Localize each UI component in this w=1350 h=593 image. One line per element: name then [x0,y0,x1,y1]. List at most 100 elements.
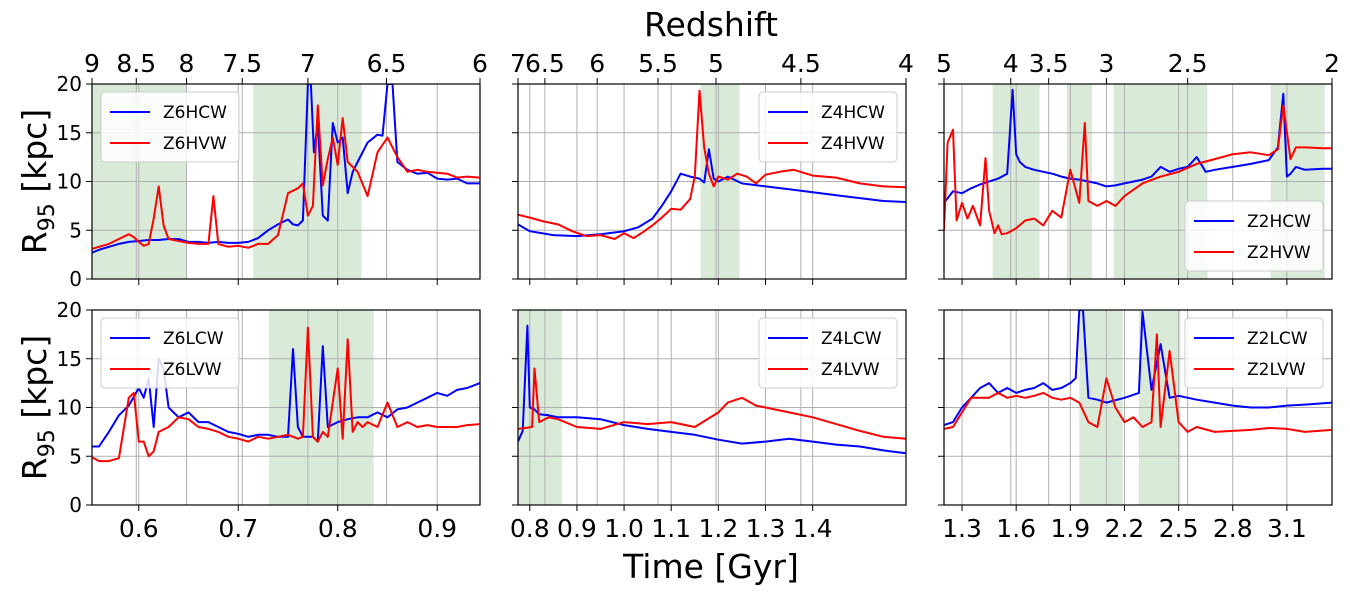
panel-plot-area [944,310,1332,505]
x-tick-label: 0.8 [510,514,550,543]
x-tick-label: 1.4 [793,514,833,543]
y-tick-label: 20 [57,298,82,322]
legend-label: Z6HVW [163,134,227,154]
legend-label: Z6LVW [163,360,222,380]
legend-label: Z4HCW [821,103,885,123]
y-tick-label: 10 [57,170,82,194]
legend-label: Z4LVW [821,360,880,380]
panel-0-0: 0 5 10 15 209 8.5 8 7.5 7 6.5 6 R95 [kpc] Z6HCW Z6HVW [15,49,488,291]
y-tick-label: 5 [69,218,82,242]
redshift-tick-label: 3.5 [1029,49,1069,78]
legend-label: Z2HCW [1247,212,1311,232]
y-axis-title-unit: [kpc] [15,109,54,203]
legend: Z4HCW Z4HVW [758,91,898,163]
panel-1-0: 0 5 10 15 20 0.6 0.7 0.8 0.9 R95 [kpc] Z6LCW Z6LVW [15,298,481,543]
redshift-tick-label: 2 [1324,49,1340,78]
legend: Z6LCW Z6LVW [100,317,240,389]
series-line-z6lcw [92,345,480,448]
redshift-tick-label: 8 [179,49,195,78]
x-tick-label: 2.5 [1159,514,1199,543]
redshift-tick-label: 4.5 [781,49,821,78]
x-tick-label: 2.2 [1105,514,1145,543]
redshift-tick-label: 5 [708,49,724,78]
redshift-tick-label: 5 [936,49,952,78]
redshift-tick-label: 6.5 [367,49,407,78]
series-line-z2hvw [944,104,1332,236]
x-tick-label: 0.6 [119,514,159,543]
redshift-tick-label: 6.5 [525,49,565,78]
series-line-z6lvw [92,326,480,463]
legend-box [758,317,898,389]
series-line-z4lvw [518,367,906,440]
x-tick-label: 0.9 [557,514,597,543]
redshift-tick-label: 5.5 [638,49,678,78]
y-axis-title: R95 [kpc] [15,335,60,480]
series-line-z4hcw [518,148,906,238]
x-tick-label: 1.3 [942,514,982,543]
legend-box [100,317,240,389]
legend: Z2HCW Z2HVW [1184,200,1324,272]
y-axis-title-main: R [15,457,54,480]
redshift-tick-label: 8.5 [116,49,156,78]
panel-plot-area [92,310,480,505]
redshift-tick-label: 3 [1098,49,1114,78]
legend-box [758,91,898,163]
series-line-z2lcw [944,310,1332,427]
y-axis-title: R95 [kpc] [15,109,60,254]
x-tick-label: 1.6 [996,514,1036,543]
redshift-tick-label: 6 [472,49,488,78]
legend-label: Z6LCW [163,329,224,349]
legend: Z6HCW Z6HVW [100,91,240,163]
series-line-z6hvw [92,104,480,250]
redshift-tick-label: 7.5 [222,49,262,78]
panel-1-2: 1.3 1.6 1.9 2.2 2.5 2.8 3.1 Z2LCW Z2LVW [938,309,1333,543]
y-tick-label: 5 [69,444,82,468]
legend-label: Z4HVW [821,134,885,154]
redshift-tick-label: 4 [1003,49,1019,78]
panel-0-2: 5 4 3.5 3 2.5 2 Z2HCW Z2HVW [936,49,1340,285]
y-axis-title-main: R [15,231,54,254]
x-tick-label: 1.0 [604,514,644,543]
redshift-tick-label: 7 [300,49,316,78]
x-tick-label: 1.9 [1050,514,1090,543]
legend-box [1184,200,1324,272]
redshift-tick-label: 7 [510,49,526,78]
panel-plot-area [518,84,906,279]
y-tick-label: 10 [57,396,82,420]
series-line-z4hvw [518,89,906,240]
time-axis-title: Time [Gyr] [622,547,799,586]
y-axis-title-subscript: 95 [35,203,60,231]
x-tick-label: 1.2 [698,514,738,543]
legend-label: Z2LVW [1247,360,1306,380]
legend: Z4LCW Z4LVW [758,317,898,389]
y-tick-label: 0 [69,267,82,291]
x-tick-label: 0.8 [318,514,358,543]
legend-label: Z6HCW [163,103,227,123]
redshift-tick-label: 2.5 [1168,49,1208,78]
legend: Z2LCW Z2LVW [1184,317,1324,389]
legend-box [1184,317,1324,389]
y-tick-label: 15 [57,347,82,371]
y-axis-title-unit: [kpc] [15,335,54,429]
x-tick-label: 1.1 [651,514,691,543]
legend-label: Z2LCW [1247,329,1308,349]
y-tick-label: 0 [69,493,82,517]
legend-box [100,91,240,163]
redshift-tick-label: 6 [589,49,605,78]
x-tick-label: 3.1 [1267,514,1307,543]
redshift-axis-title: Redshift [644,5,778,44]
y-tick-label: 20 [57,72,82,96]
y-tick-label: 15 [57,121,82,145]
x-tick-label: 2.8 [1213,514,1253,543]
series-line-z2lvw [944,333,1332,433]
panel-1-1: 0.8 0.9 1.0 1.1 1.2 1.3 1.4 Z4LCW Z4LVW [510,309,907,543]
x-tick-label: 0.7 [218,514,258,543]
x-tick-label: 0.9 [417,514,457,543]
redshift-tick-label: 4 [898,49,914,78]
legend-label: Z4LCW [821,329,882,349]
panel-0-1: 7 6.5 6 5.5 5 4.5 4 Z4HCW Z4HVW [510,49,914,285]
panel-plot-area [518,310,906,505]
legend-label: Z2HVW [1247,243,1311,263]
x-tick-label: 1.3 [746,514,786,543]
